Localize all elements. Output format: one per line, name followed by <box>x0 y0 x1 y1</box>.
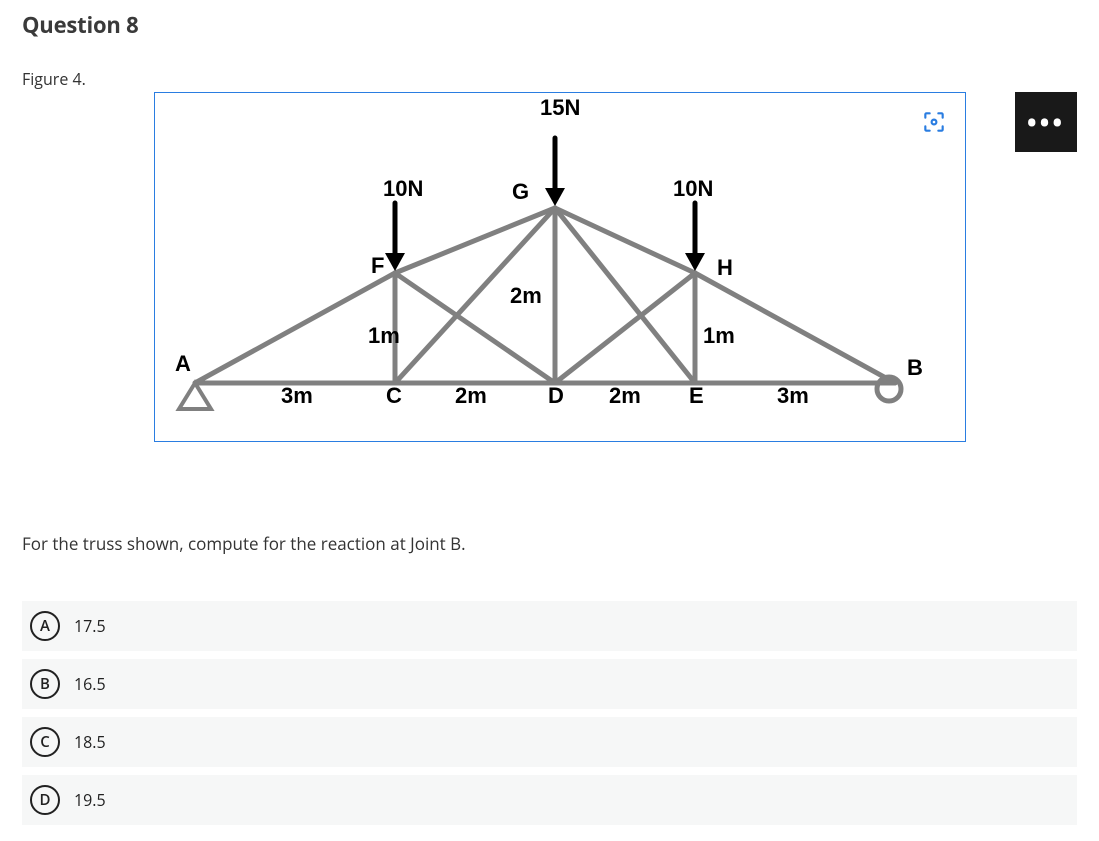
svg-text:D: D <box>548 383 564 408</box>
svg-text:B: B <box>907 355 923 380</box>
choice-letter: A <box>30 611 60 641</box>
svg-text:A: A <box>175 351 191 376</box>
choice-text: 16.5 <box>74 673 106 695</box>
svg-text:G: G <box>512 179 529 204</box>
choice-letter: D <box>30 785 60 815</box>
choice-d[interactable]: D 19.5 <box>22 775 1077 825</box>
question-prompt: For the truss shown, compute for the rea… <box>22 532 1077 555</box>
svg-text:3m: 3m <box>281 383 313 408</box>
answer-choices: A 17.5 B 16.5 C 18.5 D 19.5 <box>22 601 1077 825</box>
svg-text:10N: 10N <box>673 176 713 201</box>
svg-text:2m: 2m <box>609 383 641 408</box>
choice-b[interactable]: B 16.5 <box>22 659 1077 709</box>
svg-text:15N: 15N <box>540 95 580 120</box>
svg-text:C: C <box>386 383 402 408</box>
svg-text:1m: 1m <box>368 323 400 348</box>
svg-text:10N: 10N <box>383 176 423 201</box>
choice-c[interactable]: C 18.5 <box>22 717 1077 767</box>
figure-box: 10N 15N 10N A C D E B F G H 3m 2m 2m 3m 1m 1m 2m <box>154 92 966 442</box>
question-title: Question 8 <box>22 10 1077 40</box>
choice-letter: C <box>30 727 60 757</box>
more-icon: ••• <box>1027 104 1065 140</box>
choice-letter: B <box>30 669 60 699</box>
choice-text: 17.5 <box>74 615 106 637</box>
svg-text:1m: 1m <box>703 323 735 348</box>
choice-a[interactable]: A 17.5 <box>22 601 1077 651</box>
svg-text:2m: 2m <box>510 283 542 308</box>
truss-diagram: 10N 15N 10N A C D E B F G H 3m 2m 2m 3m 1m 1m 2m <box>155 93 967 443</box>
svg-text:H: H <box>717 255 733 280</box>
more-options-button[interactable]: ••• <box>1015 92 1077 152</box>
figure-caption: Figure 4. <box>22 68 1077 90</box>
svg-text:3m: 3m <box>777 383 809 408</box>
svg-text:F: F <box>371 253 384 278</box>
svg-text:2m: 2m <box>455 383 487 408</box>
choice-text: 18.5 <box>74 731 106 753</box>
svg-text:E: E <box>689 383 704 408</box>
choice-text: 19.5 <box>74 789 106 811</box>
